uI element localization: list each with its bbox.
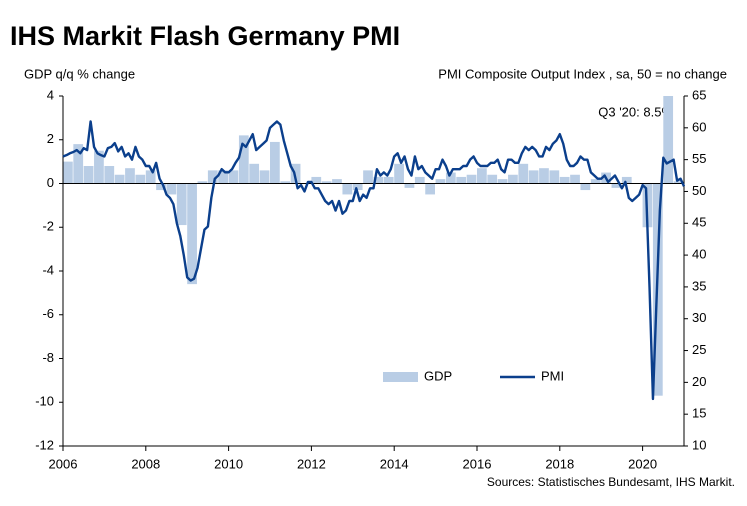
gdp-bar	[166, 183, 177, 195]
legend-label: PMI	[541, 368, 564, 383]
gdp-bar	[259, 170, 270, 184]
gdp-bar	[311, 176, 322, 184]
gdp-bar	[611, 183, 622, 188]
y2-axis-label: PMI Composite Output Index , sa, 50 = no…	[438, 66, 727, 81]
gdp-bar	[663, 96, 674, 184]
gdp-bar	[477, 168, 487, 184]
y2-tick-label: 60	[692, 119, 706, 134]
x-tick-label: 2008	[131, 456, 160, 471]
gdp-bar	[487, 174, 498, 184]
gdp-bar	[187, 183, 197, 285]
y-tick-label: -6	[42, 306, 54, 321]
y-tick-label: -8	[42, 350, 54, 365]
x-tick-label: 2016	[463, 456, 492, 471]
gdp-bar	[549, 170, 560, 184]
y2-tick-label: 45	[692, 215, 706, 230]
gdp-bar	[94, 150, 104, 184]
gdp-bar	[321, 181, 332, 184]
y-tick-label: -4	[42, 262, 54, 277]
gdp-bar	[590, 179, 601, 184]
gdp-bar	[207, 170, 218, 184]
y2-tick-label: 25	[692, 342, 706, 357]
gdp-bar	[559, 176, 570, 184]
y2-tick-label: 40	[692, 247, 706, 262]
gdp-bar	[621, 176, 632, 184]
y2-tick-label: 15	[692, 406, 706, 421]
gdp-bar	[518, 163, 529, 184]
legend-swatch	[383, 372, 418, 382]
gdp-bar	[249, 163, 260, 184]
gdp-bar	[508, 174, 518, 184]
gdp-bar	[497, 179, 508, 184]
gdp-bar	[528, 170, 539, 184]
legend-label: GDP	[424, 368, 452, 383]
y-tick-label: 2	[47, 131, 54, 146]
x-tick-label: 2018	[545, 456, 574, 471]
gdp-bar	[445, 172, 456, 184]
y-tick-label: 0	[47, 175, 54, 190]
gdp-bar	[570, 174, 580, 184]
gdp-bar	[125, 168, 135, 184]
gdp-bar	[63, 161, 73, 184]
gdp-bar	[363, 170, 373, 184]
gdp-bar	[114, 174, 125, 184]
y2-tick-label: 50	[692, 183, 706, 198]
gdp-bar	[383, 176, 394, 184]
y2-tick-label: 10	[692, 437, 706, 452]
y2-tick-label: 20	[692, 374, 706, 389]
y2-tick-label: 55	[692, 151, 706, 166]
gdp-bar	[156, 183, 166, 191]
y-tick-label: 4	[47, 87, 54, 102]
gdp-bar	[373, 176, 384, 184]
gdp-bar	[425, 183, 435, 195]
x-tick-label: 2020	[628, 456, 657, 471]
y-tick-label: -2	[42, 219, 54, 234]
gdp-bar	[404, 183, 415, 188]
gdp-bar	[104, 166, 115, 184]
y2-tick-label: 30	[692, 310, 706, 325]
x-tick-label: 2012	[297, 456, 326, 471]
gdp-bar	[414, 176, 425, 184]
gdp-bar	[83, 166, 94, 184]
gdp-bar	[176, 183, 187, 226]
y-tick-label: -10	[35, 394, 54, 409]
x-tick-label: 2010	[214, 456, 243, 471]
gdp-bar	[280, 181, 291, 184]
chart-title: IHS Markit Flash Germany PMI	[10, 21, 400, 51]
bars	[63, 96, 684, 396]
x-tick-label: 2006	[49, 456, 78, 471]
gdp-bar	[673, 181, 684, 184]
gdp-bar	[270, 141, 280, 184]
gdp-bar	[539, 168, 549, 184]
gdp-bar	[135, 174, 146, 184]
annotation: Q3 '20: 8.5%	[598, 104, 673, 119]
gdp-bar	[332, 179, 342, 184]
gdp-bar	[342, 183, 353, 195]
gdp-bar	[352, 183, 363, 191]
x-tick-label: 2014	[380, 456, 409, 471]
y2-tick-label: 35	[692, 278, 706, 293]
gdp-bar	[580, 183, 591, 191]
gdp-bar	[435, 179, 446, 184]
gdp-bar	[218, 170, 228, 184]
gdp-bar	[238, 135, 249, 184]
gdp-bar	[466, 174, 477, 184]
y-tick-label: -12	[35, 437, 54, 452]
gdp-bar	[73, 144, 84, 184]
gdp-bar	[228, 170, 239, 184]
source: Sources: Statistisches Bundesamt, IHS Ma…	[487, 475, 735, 489]
gdp-bar	[145, 170, 156, 184]
pmi-line	[62, 120, 686, 401]
gdp-bar	[456, 176, 467, 184]
gdp-bar	[197, 181, 208, 184]
gdp-bar	[394, 163, 404, 184]
y2-tick-label: 65	[692, 87, 706, 102]
y-axis-label: GDP q/q % change	[24, 66, 135, 81]
